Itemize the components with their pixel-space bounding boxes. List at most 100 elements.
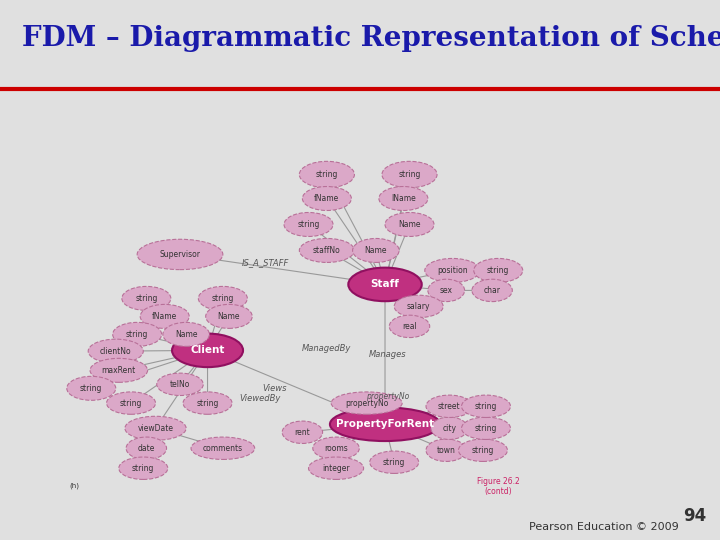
Ellipse shape: [379, 186, 428, 211]
Ellipse shape: [459, 439, 508, 462]
Text: string: string: [212, 294, 234, 303]
Text: salary: salary: [407, 302, 431, 311]
Ellipse shape: [88, 339, 143, 363]
Text: PropertyForRent: PropertyForRent: [336, 419, 434, 429]
Text: Name: Name: [398, 220, 420, 229]
Ellipse shape: [472, 279, 513, 302]
Text: street: street: [438, 402, 461, 411]
Text: Pearson Education © 2009: Pearson Education © 2009: [529, 522, 679, 532]
Ellipse shape: [140, 305, 189, 328]
Ellipse shape: [428, 279, 464, 302]
Text: maxRent: maxRent: [102, 366, 136, 375]
Ellipse shape: [312, 437, 359, 460]
Ellipse shape: [353, 239, 399, 262]
Text: string: string: [398, 170, 420, 179]
Text: (h): (h): [70, 483, 80, 489]
Text: Figure 26.2
(contd): Figure 26.2 (contd): [477, 476, 520, 496]
Text: ManagedBy: ManagedBy: [302, 344, 351, 353]
Text: city: city: [442, 424, 456, 433]
Text: telNo: telNo: [170, 380, 190, 389]
Ellipse shape: [330, 408, 440, 441]
Ellipse shape: [394, 295, 443, 318]
Ellipse shape: [122, 286, 171, 310]
Text: IS_A_STAFF: IS_A_STAFF: [242, 258, 289, 267]
Ellipse shape: [198, 286, 248, 310]
Text: string: string: [474, 424, 498, 433]
Ellipse shape: [302, 186, 351, 211]
Text: real: real: [402, 322, 417, 331]
Ellipse shape: [107, 392, 156, 414]
Ellipse shape: [172, 334, 243, 367]
Ellipse shape: [126, 437, 166, 460]
Text: string: string: [472, 446, 494, 455]
Ellipse shape: [425, 259, 480, 282]
Text: date: date: [138, 444, 155, 453]
Text: char: char: [484, 286, 500, 295]
Text: Staff: Staff: [371, 279, 400, 289]
Ellipse shape: [282, 421, 323, 443]
Ellipse shape: [426, 395, 472, 417]
Text: staffNo: staffNo: [313, 246, 341, 255]
Ellipse shape: [382, 161, 437, 188]
Text: Name: Name: [217, 312, 240, 321]
Text: string: string: [487, 266, 510, 275]
Ellipse shape: [163, 322, 210, 346]
Text: string: string: [297, 220, 320, 229]
Text: propertyNo: propertyNo: [345, 399, 388, 408]
Text: string: string: [135, 294, 158, 303]
Text: string: string: [474, 402, 498, 411]
Text: comments: comments: [203, 444, 243, 453]
Text: string: string: [80, 384, 102, 393]
Ellipse shape: [431, 417, 468, 440]
Ellipse shape: [119, 457, 168, 480]
Text: rooms: rooms: [324, 444, 348, 453]
Text: string: string: [197, 399, 219, 408]
Ellipse shape: [206, 305, 252, 328]
Text: 94: 94: [683, 507, 706, 525]
Ellipse shape: [474, 259, 523, 282]
Text: string: string: [126, 330, 148, 339]
Text: Name: Name: [364, 246, 387, 255]
Ellipse shape: [125, 416, 186, 440]
Text: position: position: [437, 266, 468, 275]
Text: lName: lName: [391, 194, 415, 203]
Text: sex: sex: [440, 286, 453, 295]
Text: clientNo: clientNo: [100, 347, 132, 356]
Text: string: string: [383, 458, 405, 467]
Text: Supervisor: Supervisor: [160, 250, 200, 259]
Text: rent: rent: [294, 428, 310, 437]
Text: town: town: [437, 446, 456, 455]
Ellipse shape: [284, 212, 333, 237]
Text: viewDate: viewDate: [138, 424, 174, 433]
Ellipse shape: [90, 359, 148, 382]
Ellipse shape: [67, 376, 116, 400]
Ellipse shape: [300, 161, 354, 188]
Ellipse shape: [183, 392, 232, 414]
Ellipse shape: [300, 239, 354, 262]
Text: string: string: [120, 399, 143, 408]
Text: string: string: [132, 464, 155, 472]
Text: Manages: Manages: [369, 350, 407, 359]
Ellipse shape: [385, 212, 434, 237]
Ellipse shape: [331, 392, 402, 414]
Ellipse shape: [113, 322, 161, 346]
Text: propertyNo: propertyNo: [366, 392, 410, 401]
Text: FDM – Diagrammatic Representation of Schema: FDM – Diagrammatic Representation of Sch…: [22, 25, 720, 52]
Ellipse shape: [462, 417, 510, 440]
Ellipse shape: [308, 457, 364, 480]
Ellipse shape: [191, 437, 255, 460]
Ellipse shape: [370, 451, 419, 474]
Text: fName: fName: [314, 194, 340, 203]
Ellipse shape: [390, 315, 430, 338]
Text: string: string: [315, 170, 338, 179]
Text: integer: integer: [323, 464, 350, 472]
Text: ViewedBy: ViewedBy: [239, 394, 280, 403]
Text: Name: Name: [175, 330, 197, 339]
Text: Views: Views: [263, 384, 287, 393]
Ellipse shape: [426, 439, 467, 462]
Ellipse shape: [137, 239, 223, 269]
Text: fName: fName: [152, 312, 177, 321]
Ellipse shape: [157, 373, 203, 395]
Ellipse shape: [462, 395, 510, 417]
Text: Client: Client: [190, 346, 225, 355]
